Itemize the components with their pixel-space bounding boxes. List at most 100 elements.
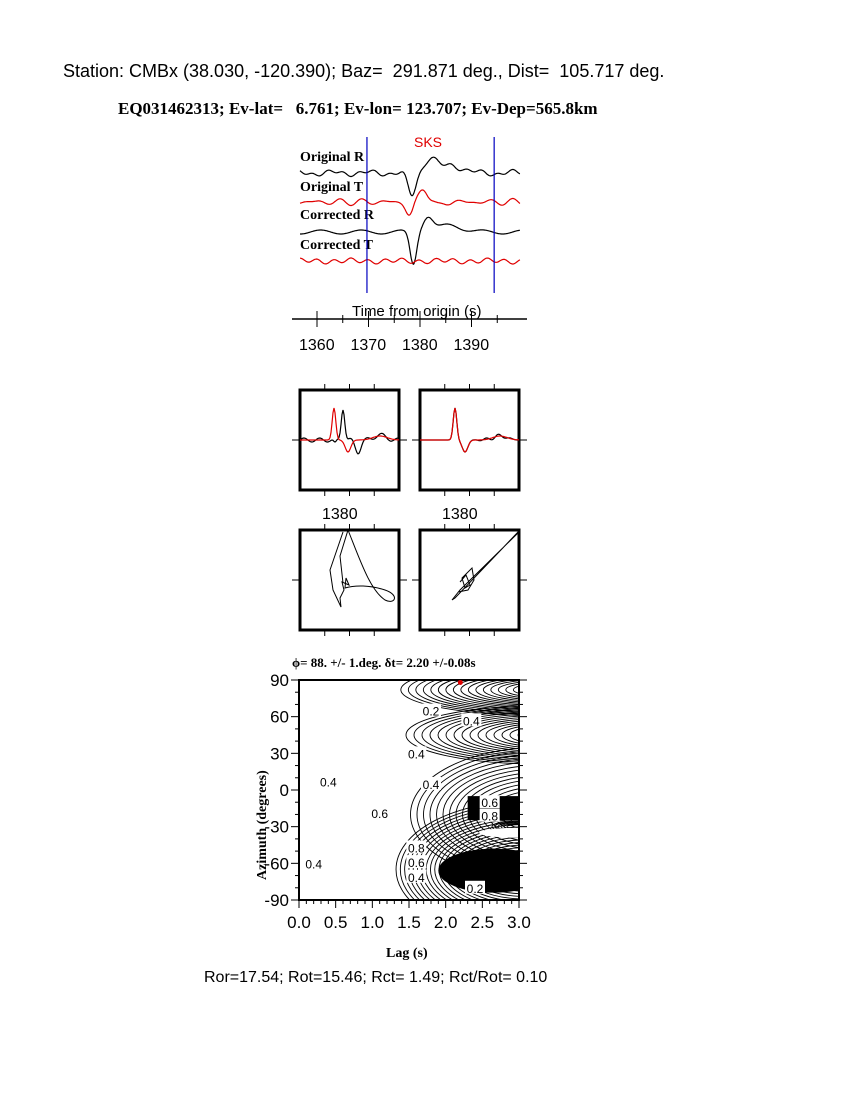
- contour-line: [421, 709, 519, 761]
- contour-label: 0.6: [408, 856, 425, 870]
- contour-min-fill: [438, 848, 519, 893]
- fast-component-before: [299, 409, 400, 455]
- contour-line: [410, 747, 519, 882]
- contour-line: [501, 726, 519, 744]
- contour-line: [445, 714, 519, 756]
- x-tick-label: 2.5: [471, 913, 495, 932]
- trace-original-r: [299, 156, 521, 197]
- contour-line: [437, 680, 519, 710]
- fast-component-after: [420, 407, 519, 453]
- contour-label-bg: [318, 774, 339, 788]
- panel-frame: [298, 528, 401, 632]
- contour-label: 0.2: [423, 705, 440, 719]
- contour-label: 0.6: [371, 807, 388, 821]
- contour-line: [491, 820, 519, 834]
- x-tick-label: 0.0: [287, 913, 311, 932]
- contour-line: [453, 715, 519, 755]
- contour-line: [482, 680, 519, 701]
- contour-line: [407, 680, 519, 715]
- contour-line: [460, 680, 519, 706]
- y-tick-label: -90: [264, 891, 289, 910]
- time-axis-label: Time from origin (s): [352, 303, 481, 320]
- contour-line: [395, 800, 519, 900]
- contour-line: [462, 777, 519, 852]
- x-axis-label: Lag (s): [386, 946, 428, 961]
- contour-label-bg: [406, 869, 427, 883]
- y-tick-label: 30: [270, 744, 289, 763]
- contour-line: [485, 722, 519, 748]
- contour-line: [421, 816, 519, 900]
- contour-label: 0.8: [408, 841, 425, 855]
- contour-line: [430, 680, 519, 711]
- contour-label: 0.4: [305, 857, 322, 871]
- contour-line: [434, 823, 519, 900]
- contour-label: 0.4: [320, 775, 337, 789]
- trace-corrected-t: [300, 257, 521, 265]
- contour-title: ϕ= 88. +/- 1.deg. δt= 2.20 +/-0.08s: [292, 655, 476, 670]
- contour-line: [497, 681, 519, 698]
- contour-label: 0.4: [463, 714, 480, 728]
- y-tick-label: -60: [264, 854, 289, 873]
- contour-line: [445, 680, 519, 708]
- contour-line: [429, 710, 519, 760]
- time-tick-label: 1390: [454, 337, 490, 354]
- trace-corrected-r: [300, 216, 521, 265]
- contour-line: [497, 821, 519, 832]
- contour-line: [413, 707, 519, 763]
- contour-label-bg: [461, 713, 482, 727]
- trace-original-t: [299, 189, 521, 216]
- contour-label-bg: [369, 806, 390, 820]
- contour-label: 0.8: [481, 810, 498, 824]
- x-tick-label: 2.0: [434, 913, 458, 932]
- contour-line: [500, 822, 519, 831]
- slow-component-before: [300, 407, 400, 453]
- contour-line: [422, 680, 519, 712]
- contour-line: [494, 821, 519, 833]
- contour-label-bg: [421, 703, 441, 717]
- time-tick-label: 1380: [402, 337, 438, 354]
- contour-line: [455, 773, 519, 856]
- contour-line: [423, 755, 519, 874]
- contour-line: [449, 769, 519, 860]
- contour-line: [405, 705, 519, 765]
- trace-label: Corrected R: [300, 208, 375, 223]
- contour-line: [436, 762, 519, 867]
- contour-label: 0.6: [481, 796, 498, 810]
- time-tick-label: 1370: [351, 337, 387, 354]
- contour-line: [509, 728, 519, 742]
- contour-label-bg: [406, 855, 427, 869]
- contour-label: 0.4: [408, 871, 425, 885]
- contour-line: [442, 766, 519, 863]
- y-tick-label: -30: [264, 818, 289, 837]
- contour-label-bg: [303, 856, 324, 870]
- contour-line: [493, 724, 519, 746]
- contour-line: [526, 730, 556, 740]
- y-axis-label: Azimuth (degrees): [255, 770, 270, 880]
- x-tick-label: 3.0: [507, 913, 531, 932]
- contour-label-bg: [421, 776, 441, 790]
- x-tick-label: 1.0: [361, 913, 385, 932]
- contour-line: [528, 686, 568, 694]
- phase-label: SKS: [414, 134, 442, 150]
- panel-tick-label: 1380: [442, 506, 478, 523]
- contour-label-bg: [479, 808, 500, 822]
- ratio-footer: Ror=17.54; Rot=15.46; Rct= 1.49; Rct/Rot…: [204, 969, 547, 986]
- particle-motion-before: [329, 528, 395, 608]
- time-tick-label: 1360: [299, 337, 335, 354]
- contour-line: [430, 821, 519, 900]
- contour-line: [521, 808, 561, 820]
- contour-line: [429, 758, 519, 871]
- contour-line: [404, 805, 519, 900]
- seismogram-panel: SKS Original R Original T Corrected R Co…: [292, 134, 527, 354]
- contour-line: [503, 823, 519, 830]
- event-line: EQ031462313; Ev-lat= 6.761; Ev-lon= 123.…: [118, 99, 598, 118]
- contour-line: [506, 824, 519, 830]
- x-tick-label: 0.5: [324, 913, 348, 932]
- trace-label: Corrected T: [300, 238, 374, 253]
- contour-line: [452, 680, 519, 707]
- y-tick-label: 0: [280, 781, 289, 800]
- contour-frame: 0.0 0.5 1.0 1.5 2.0 2.5 3.0 90 60 30 0 -30 -60 -90: [264, 671, 530, 932]
- contour-label: 0.4: [423, 778, 440, 792]
- trace-label: Original T: [300, 180, 364, 195]
